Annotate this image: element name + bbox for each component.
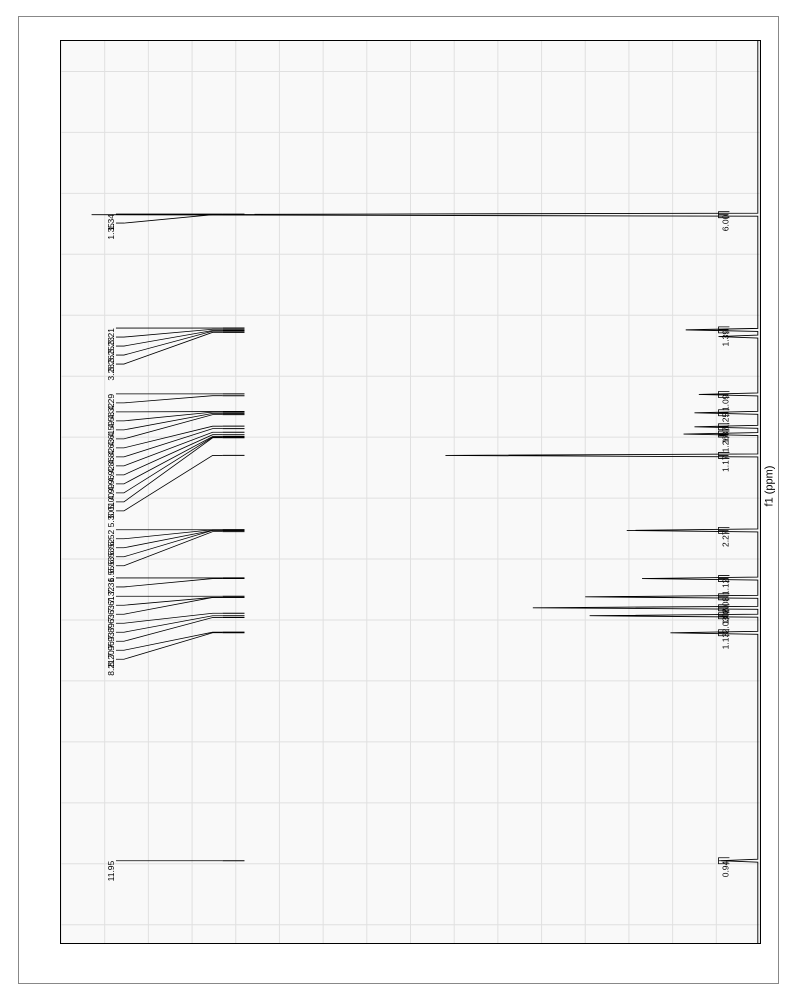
svg-text:1.12: 1.12 xyxy=(721,578,731,595)
x-axis-label: f1 (ppm) xyxy=(764,466,776,507)
svg-text:1.09: 1.09 xyxy=(721,394,731,411)
svg-text:2.27: 2.27 xyxy=(721,530,731,547)
svg-text:8.21: 8.21 xyxy=(106,659,116,676)
svg-text:5.30: 5.30 xyxy=(106,511,116,528)
svg-text:1.35: 1.35 xyxy=(106,223,116,240)
svg-text:2.03: 2.03 xyxy=(721,617,731,634)
plot-svg: 1.341.353.213.233.253.263.284.294.324.58… xyxy=(61,41,760,943)
page: 1.341.353.213.233.253.263.284.294.324.58… xyxy=(0,0,797,1000)
svg-text:6.00: 6.00 xyxy=(721,214,731,231)
svg-text:1.26: 1.26 xyxy=(721,436,731,453)
svg-text:0.94: 0.94 xyxy=(721,860,731,877)
svg-text:11.95: 11.95 xyxy=(106,860,116,881)
svg-text:1.13: 1.13 xyxy=(721,633,731,650)
nmr-plot: 1.341.353.213.233.253.263.284.294.324.58… xyxy=(60,40,761,944)
svg-text:1.39: 1.39 xyxy=(721,330,731,347)
svg-text:1.17: 1.17 xyxy=(721,455,731,472)
svg-text:3.28: 3.28 xyxy=(106,364,116,381)
